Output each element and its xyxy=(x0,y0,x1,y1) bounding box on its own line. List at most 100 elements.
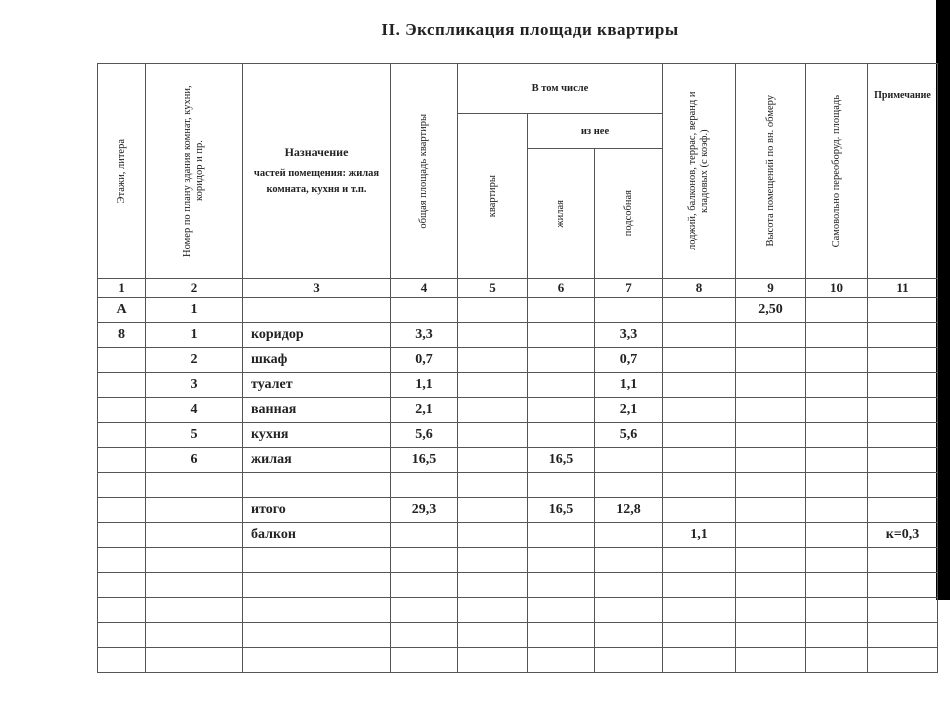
table-cell xyxy=(242,622,391,648)
table-cell: 0,7 xyxy=(390,347,458,373)
table-cell xyxy=(97,572,146,598)
table-cell xyxy=(735,522,806,548)
table-cell xyxy=(457,572,528,598)
table-cell xyxy=(805,422,868,448)
header-unauthorized: Самовольно переоборуд. площадь xyxy=(805,63,868,279)
table-row: А 1 2,50 xyxy=(97,297,938,323)
table-cell xyxy=(527,622,595,648)
table-row xyxy=(97,472,938,498)
table-cell xyxy=(145,572,243,598)
table-cell xyxy=(662,322,736,348)
table-cell xyxy=(735,472,806,498)
table-cell: 3 xyxy=(145,372,243,398)
table-cell: к=0,3 xyxy=(867,522,938,548)
table-cell xyxy=(735,622,806,648)
table-cell xyxy=(867,372,938,398)
table-cell xyxy=(457,522,528,548)
table-cell: 2,1 xyxy=(390,397,458,423)
table-cell xyxy=(145,597,243,623)
table-cell xyxy=(662,347,736,373)
table-cell xyxy=(867,547,938,573)
table-cell xyxy=(457,647,528,673)
table-cell xyxy=(867,647,938,673)
table-cell xyxy=(805,572,868,598)
table-cell: 1,1 xyxy=(594,372,663,398)
table-row: 2 шкаф 0,7 0,7 xyxy=(97,347,938,373)
table-cell xyxy=(735,447,806,473)
table-row: 5 кухня 5,6 5,6 xyxy=(97,422,938,448)
table-cell xyxy=(867,497,938,523)
table-cell xyxy=(97,372,146,398)
column-number: 6 xyxy=(527,278,595,298)
table-cell xyxy=(867,572,938,598)
header-height: Высота помещений по вн. обмеру xyxy=(735,63,806,279)
table-cell: 1 xyxy=(145,297,243,323)
table-cell xyxy=(457,372,528,398)
table-cell xyxy=(242,297,391,323)
table-cell xyxy=(805,472,868,498)
header-apartment: квартиры xyxy=(457,113,528,279)
table-cell xyxy=(662,597,736,623)
explication-table: Этажи, литера Номер по плану здания комн… xyxy=(97,63,938,673)
table-cell xyxy=(97,397,146,423)
column-number: 10 xyxy=(805,278,868,298)
column-number: 4 xyxy=(390,278,458,298)
table-cell: А xyxy=(97,297,146,323)
table-cell xyxy=(867,597,938,623)
column-numbers-row: 1 2 3 4 5 6 7 8 9 10 11 xyxy=(97,278,938,298)
table-cell xyxy=(145,522,243,548)
table-row xyxy=(97,597,938,623)
table-cell xyxy=(662,372,736,398)
table-cell xyxy=(735,372,806,398)
header-room-number: Номер по плану здания комнат, кухни, кор… xyxy=(145,63,243,279)
table-cell xyxy=(390,522,458,548)
table-cell xyxy=(594,597,663,623)
table-cell xyxy=(867,622,938,648)
header-floor: Этажи, литера xyxy=(97,63,146,279)
table-cell xyxy=(97,447,146,473)
table-cell xyxy=(805,322,868,348)
table-cell: 1 xyxy=(145,322,243,348)
column-number: 7 xyxy=(594,278,663,298)
table-cell xyxy=(805,547,868,573)
table-cell xyxy=(242,472,391,498)
table-cell xyxy=(457,322,528,348)
table-cell xyxy=(390,647,458,673)
table-cell: 16,5 xyxy=(527,497,595,523)
table-cell: 5,6 xyxy=(594,422,663,448)
table-row: 3 туалет 1,1 1,1 xyxy=(97,372,938,398)
column-number: 1 xyxy=(97,278,146,298)
table-cell xyxy=(527,397,595,423)
table-cell: 1,1 xyxy=(390,372,458,398)
table-cell xyxy=(594,547,663,573)
table-cell xyxy=(594,647,663,673)
table-cell xyxy=(527,547,595,573)
table-cell xyxy=(97,522,146,548)
table-cell xyxy=(805,372,868,398)
table-cell xyxy=(97,347,146,373)
table-cell xyxy=(805,622,868,648)
table-cell xyxy=(527,647,595,673)
table-cell xyxy=(145,472,243,498)
table-cell: 5,6 xyxy=(390,422,458,448)
table-row xyxy=(97,622,938,648)
table-cell xyxy=(527,297,595,323)
table-cell xyxy=(735,597,806,623)
table-cell xyxy=(390,622,458,648)
column-number: 8 xyxy=(662,278,736,298)
table-cell xyxy=(867,347,938,373)
table-cell xyxy=(145,622,243,648)
table-cell: ванная xyxy=(242,397,391,423)
table-cell: 12,8 xyxy=(594,497,663,523)
table-cell: итого xyxy=(242,497,391,523)
table-cell: туалет xyxy=(242,372,391,398)
table-cell: 3,3 xyxy=(390,322,458,348)
table-cell xyxy=(457,347,528,373)
table-cell xyxy=(457,422,528,448)
table-cell xyxy=(457,597,528,623)
header-total-area: общая площадь квартиры xyxy=(390,63,458,279)
table-cell xyxy=(594,572,663,598)
table-cell xyxy=(527,597,595,623)
table-cell xyxy=(805,497,868,523)
header-of-which: из нее xyxy=(527,113,663,149)
